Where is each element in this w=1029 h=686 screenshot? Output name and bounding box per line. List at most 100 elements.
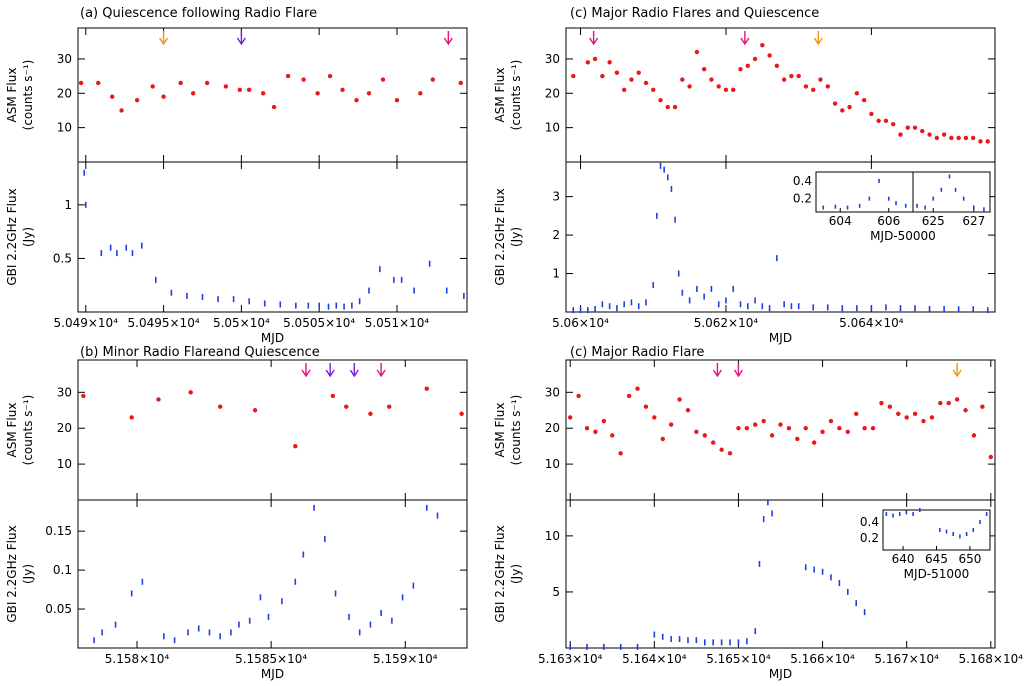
data-point	[315, 91, 320, 96]
data-point	[723, 87, 729, 93]
data-point	[905, 125, 910, 130]
y-tick-label: 20	[57, 421, 72, 435]
data-point	[727, 451, 733, 456]
data-point	[607, 60, 612, 65]
data-point	[811, 87, 816, 93]
plot-frame	[565, 359, 996, 501]
data-point	[584, 426, 590, 431]
inset-x-tick-label: 625	[922, 214, 945, 228]
data-point	[840, 108, 845, 113]
data-point	[949, 135, 954, 141]
data-point	[78, 80, 84, 86]
x-tick-label: 5.159×10⁴	[373, 652, 438, 666]
data-point	[387, 404, 392, 409]
data-point	[938, 400, 943, 406]
data-point	[571, 73, 576, 79]
inset-x-tick-label: 650	[958, 552, 981, 566]
event-arrow	[376, 363, 386, 378]
event-arrow-head	[952, 369, 962, 378]
data-point	[626, 393, 632, 399]
data-point	[576, 393, 581, 399]
data-point	[354, 97, 359, 103]
data-point	[600, 73, 605, 79]
x-tick-label: 5.05×10⁴	[213, 316, 270, 330]
data-point	[870, 426, 876, 431]
data-point	[929, 415, 935, 420]
y-tick-label: 30	[545, 385, 560, 399]
y-axis-label: ASM Flux	[493, 68, 507, 123]
event-arrow	[813, 31, 823, 46]
data-point	[430, 77, 435, 82]
x-tick-label: 5.0495×10⁴	[128, 316, 200, 330]
data-point	[854, 411, 859, 417]
data-point	[988, 454, 993, 460]
event-arrow	[301, 363, 311, 378]
data-point	[380, 77, 386, 82]
data-point	[610, 433, 615, 438]
data-point	[368, 411, 373, 417]
plot-frame	[77, 161, 468, 313]
panel-title: (c) Major Radio Flares and Quiescence	[570, 6, 819, 21]
data-point	[394, 97, 400, 103]
data-point	[854, 91, 860, 96]
y-tick-label: 1	[64, 198, 72, 212]
data-point	[847, 104, 852, 110]
data-point	[204, 80, 210, 86]
y-axis-label-units: (Jy)	[509, 564, 523, 584]
data-point	[862, 426, 867, 431]
data-point	[677, 397, 682, 402]
event-arrow-head	[712, 369, 722, 378]
data-point	[643, 404, 649, 409]
data-point	[752, 56, 758, 62]
panel-title: (c) Major Radio Flare	[570, 345, 704, 360]
y-axis-label: ASM Flux	[493, 403, 507, 458]
data-point	[156, 397, 161, 402]
y-axis-label-units: (Jy)	[21, 564, 35, 584]
x-axis-label: MJD	[769, 667, 792, 681]
data-point	[260, 91, 266, 96]
data-point	[896, 411, 901, 417]
event-arrow-head	[813, 37, 823, 46]
event-arrow-head	[158, 37, 169, 46]
y-axis-label: ASM Flux	[5, 403, 19, 458]
x-tick-label: 5.164×10⁴	[622, 652, 687, 666]
y-tick-label: 0.5	[53, 251, 72, 265]
data-point	[760, 42, 765, 48]
x-tick-label: 5.1585×10⁴	[235, 652, 307, 666]
data-point	[891, 122, 896, 127]
data-point	[585, 60, 591, 65]
y-tick-label: 20	[545, 421, 560, 435]
data-point	[781, 77, 787, 82]
data-point	[652, 415, 657, 420]
data-point	[803, 84, 809, 89]
data-point	[459, 411, 464, 417]
data-point	[818, 77, 823, 82]
data-point	[803, 426, 808, 431]
y-axis-label: GBI 2.2GHz Flux	[493, 525, 507, 622]
data-point	[161, 94, 166, 99]
data-point	[904, 415, 909, 420]
data-point	[920, 128, 925, 134]
y-tick-label: 5	[552, 585, 560, 599]
data-point	[946, 400, 951, 406]
data-point	[96, 80, 101, 86]
data-point	[820, 429, 825, 434]
event-arrow-head	[376, 369, 386, 378]
x-tick-label: 5.168×10⁴	[959, 652, 1024, 666]
data-point	[344, 404, 349, 409]
x-tick-label: 5.062×10⁴	[694, 316, 759, 330]
inset-x-tick-label: 640	[892, 552, 915, 566]
data-point	[832, 101, 838, 106]
data-point	[912, 411, 918, 417]
inset-y-tick-label: 0.4	[860, 515, 879, 529]
panel-title: (a) Quiescence following Radio Flare	[80, 6, 317, 21]
data-point	[702, 433, 707, 438]
data-point	[651, 87, 656, 93]
data-point	[811, 440, 817, 445]
y-tick-label: 10	[57, 457, 72, 471]
data-point	[271, 104, 277, 110]
y-tick-label: 0.05	[45, 602, 72, 616]
y-tick-label: 10	[545, 121, 560, 135]
data-point	[711, 440, 716, 445]
y-tick-label: 3	[552, 190, 560, 204]
